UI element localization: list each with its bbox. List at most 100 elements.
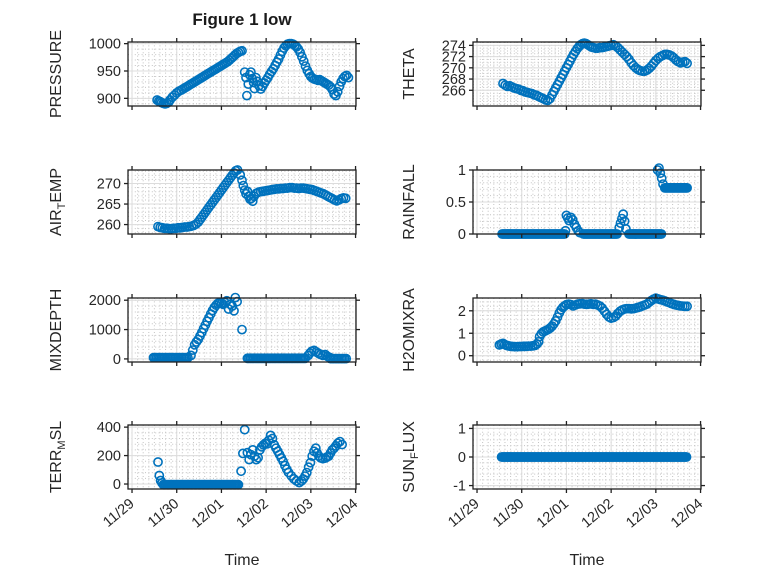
x-tick-labels: 11/29 11/30 12/01 12/02 12/03 12/04 [445,496,706,532]
y-tick-labels: 00.51 [446,163,466,243]
scatter-series-sun-flux [496,452,692,462]
data-point [305,457,316,468]
major-grid [128,170,357,234]
scatter-series-terr-msl [153,424,347,490]
x-tick-label: 12/04 [668,496,706,532]
y-tick-label: 1000 [89,37,121,53]
data-point [247,196,258,207]
y-tick-label: 0 [458,349,466,365]
y-tick-label: 1000 [89,323,121,339]
scatter-series-theta [498,38,692,106]
x-tick-label: 12/02 [579,496,617,532]
data-point [187,345,198,355]
axes-box [124,166,360,238]
y-tick-labels: 0 1000 2000 [89,293,121,368]
data-point [682,58,692,69]
x-tick-label: 11/30 [490,496,527,531]
y-tick-label: 950 [97,64,121,80]
x-axis-label-left: Time [224,552,260,569]
y-axis-label-h2omixra: H2OMIXRA [400,288,418,372]
data-point [682,182,692,193]
x-tick-label: 12/01 [534,496,572,532]
y-tick-label: 265 [97,197,121,213]
data-point [247,444,258,455]
data-point [681,452,692,462]
y-tick-label: 900 [97,91,121,107]
data-point [237,45,247,56]
data-point [251,454,262,465]
y-axis-label-rainfall: RAINFALL [400,164,418,240]
data-point [656,173,667,184]
data-point [654,163,664,173]
axes-box [124,294,360,366]
data-point [340,193,351,204]
data-point [241,90,252,101]
y-tick-label: 200 [97,449,121,465]
y-axis-label-sun-flux: SUNFLUX [400,421,422,493]
y-tick-label: 1 [458,326,466,342]
x-tick-label: 11/29 [445,496,482,531]
data-point [229,305,239,316]
y-tick-labels: 0 200 400 [97,420,121,493]
data-point [239,67,250,77]
axes-box [469,38,705,110]
data-point [236,466,246,477]
y-tick-label: 0.5 [446,195,466,211]
x-tick-label: 12/03 [278,496,316,532]
y-tick-label: 266 [442,83,466,99]
y-tick-labels: 900 950 1000 [89,37,121,108]
y-tick-label: 0 [113,477,121,493]
data-point [567,214,578,225]
scatter-series-h2omixra [494,293,692,352]
y-tick-label: 1 [458,163,466,179]
y-tick-label: 2000 [89,293,121,309]
y-tick-label: 0 [458,227,466,243]
data-point [267,433,278,444]
data-point [680,56,690,67]
data-point [286,470,297,481]
data-point [343,72,354,83]
data-point [655,168,666,179]
axes-box [124,421,360,493]
y-tick-label: 2 [458,304,466,320]
subplot-rainfall: 00.51 [446,163,705,243]
x-tick-label: 12/04 [323,496,361,532]
y-tick-labels: 0 1 2 [458,304,466,365]
y-tick-labels: 260 265 270 [97,177,121,234]
y-tick-label: 274 [442,38,466,54]
data-point [303,462,314,473]
data-point [153,457,163,467]
subplot-terr-msl: 0 200 400 11/29 11/30 12/01 12/02 12/03 12/04 [97,420,361,531]
x-tick-label: 11/29 [100,496,137,531]
figure-title: Figure 1 low [192,10,292,29]
x-axis-label-right: Time [569,552,605,569]
y-tick-label: 0 [458,450,466,466]
y-axis-label-pressure: PRESSURE [47,29,65,119]
scatter-series-pressure [152,38,354,109]
subplot-pressure: 900 950 1000 [89,37,360,110]
x-tick-label: 12/03 [623,496,661,532]
y-tick-label: 260 [97,218,121,234]
y-tick-label: 400 [97,420,121,436]
data-point [301,467,312,478]
x-tick-label: 12/02 [234,496,272,532]
y-tick-label: 1 [458,421,466,437]
data-point [237,324,247,335]
subplot-sun-flux: -1 0 1 11/29 11/30 12/01 12/02 12/03 12/04 [445,421,706,531]
x-tick-labels: 11/29 11/30 12/01 12/02 12/03 12/04 [100,496,361,532]
axes-box [469,294,705,366]
data-point [617,213,627,224]
data-point [295,47,305,58]
data-point [341,353,352,364]
data-point [298,56,309,66]
y-tick-label: 270 [97,177,121,193]
y-axis-label-terr-msl: TERRMSL [47,420,69,494]
data-point [682,301,692,312]
data-point [310,443,321,454]
data-point [334,81,345,92]
subplot-mixdepth: 0 1000 2000 [89,292,360,368]
y-tick-label: 0 [113,352,121,368]
